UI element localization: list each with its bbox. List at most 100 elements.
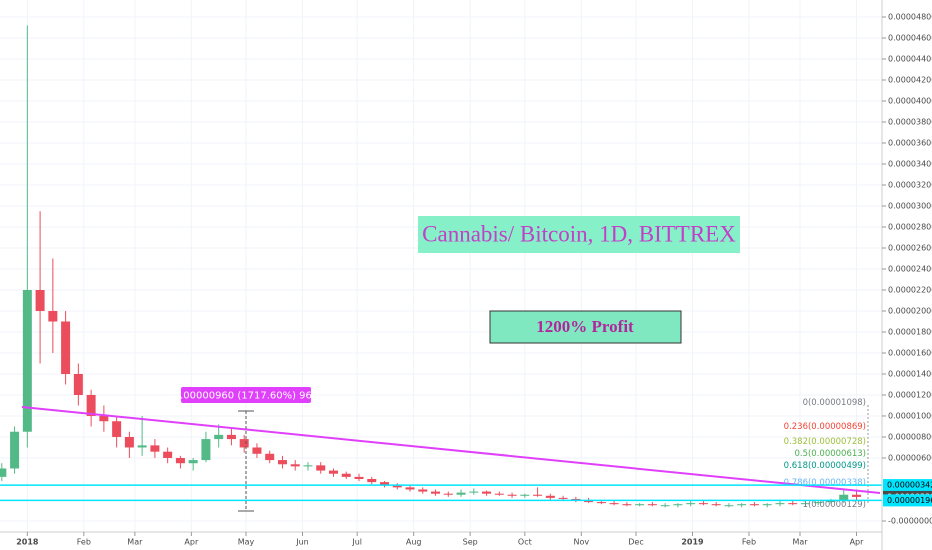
candle-body <box>749 504 759 506</box>
candle-body <box>482 491 492 494</box>
x-tick-label: 2019 <box>681 538 704 547</box>
x-tick-label: Aug <box>406 538 422 547</box>
candle-body <box>571 498 581 500</box>
y-tick-label: 0.00002200 <box>888 285 932 294</box>
candle-body <box>137 445 147 448</box>
candle-body <box>61 321 71 374</box>
x-tick-label: 2018 <box>16 538 39 547</box>
y-tick-label: 0.00002000 <box>888 306 932 315</box>
candle-body <box>188 460 198 464</box>
candles <box>0 25 861 508</box>
candle-body <box>367 478 377 483</box>
candle-body <box>443 493 453 495</box>
candle-body <box>392 485 402 488</box>
y-tick-label: 0.00001200 <box>888 390 932 399</box>
x-tick-label: Sep <box>463 538 478 547</box>
candle-body <box>762 504 772 506</box>
x-tick-label: Apr <box>184 538 199 547</box>
candle-body <box>698 503 708 505</box>
candle-body <box>175 457 185 464</box>
measure-box <box>181 387 311 403</box>
fib-label: 0.786(0.00000338) <box>784 478 866 488</box>
y-tick-label: 0.00000800 <box>888 432 932 441</box>
candle-body <box>150 445 160 452</box>
y-tick-label: 0.00004600 <box>888 34 932 43</box>
y-tick-label: 0.00003000 <box>888 201 932 210</box>
candle-body <box>239 439 249 448</box>
annotation-box <box>489 310 682 344</box>
x-tick-label: May <box>238 538 255 547</box>
candle-body <box>405 487 415 490</box>
x-tick-label: Nov <box>574 538 590 547</box>
chart-title: Cannabis/ Bitcoin, 1D, BITTREX <box>422 221 736 246</box>
overlay: 0(0.00001098) 0.236(0.00000869) 0.382(0.00… <box>0 398 882 510</box>
candle-body <box>533 494 543 496</box>
candle-body <box>163 451 173 458</box>
price-label-box <box>883 479 932 492</box>
candle-body <box>456 492 466 495</box>
candle-body <box>0 468 7 477</box>
y-tick-label: 0.00003800 <box>888 118 932 127</box>
candle-body <box>737 504 747 506</box>
measure-label: 0.00000960 (1717.60%) 960 <box>174 391 319 402</box>
y-tick-label: 0.00004200 <box>888 76 932 85</box>
y-tick-label: 0.00003600 <box>888 139 932 148</box>
candle-body <box>851 494 861 497</box>
candle-body <box>316 465 326 471</box>
fib-label: 0.382(0.00000728) <box>784 437 866 447</box>
candle-body <box>290 464 300 467</box>
candle-body <box>622 504 632 506</box>
y-tick-label: 0.00001000 <box>888 411 932 420</box>
y-tick-label: 0.00003200 <box>888 180 932 189</box>
y-tick-label: 0.00001800 <box>888 327 932 336</box>
candle-body <box>813 502 823 504</box>
candle-body <box>265 453 275 461</box>
candle-body <box>354 476 364 479</box>
x-tick-label: Dec <box>628 538 643 547</box>
candle-body <box>800 503 810 505</box>
candle-body <box>494 493 504 495</box>
annotation: 1200% Profit <box>536 317 634 336</box>
candle-body <box>635 504 645 506</box>
candle-body <box>252 447 262 454</box>
x-tick-label: Apr <box>850 538 865 547</box>
candle-body <box>86 394 96 416</box>
candle-body <box>596 502 606 504</box>
candle-body <box>660 505 670 507</box>
y-tick-label: 0.00004400 <box>888 55 932 64</box>
x-tick-label: Mar <box>127 538 143 547</box>
candle-body <box>35 289 45 311</box>
price-label: 0.00000196 <box>887 496 932 505</box>
candle-body <box>201 439 211 461</box>
candle-body <box>124 436 134 448</box>
x-tick-label: Feb <box>742 538 756 547</box>
x-tick-label: Jul <box>351 538 362 547</box>
y-tick-label: 0.00002400 <box>888 264 932 273</box>
title-box <box>418 216 740 253</box>
candle-body <box>469 491 479 493</box>
candle-body <box>775 503 785 505</box>
x-tick-label: Mar <box>792 538 808 547</box>
y-tick-label: 0.00002800 <box>888 222 932 231</box>
grid <box>0 0 882 532</box>
candle-body <box>545 495 555 498</box>
fib-label: 0.618(0.00000499) <box>784 461 866 471</box>
y-tick-label: 0.00000600 <box>888 453 932 462</box>
y-tick-label: 0.00004800 <box>888 13 932 22</box>
fib-label: 0.5(0.00000613) <box>794 449 866 459</box>
candle-body <box>226 434 236 440</box>
candle-body <box>214 434 224 440</box>
fib-label: 1(0.00000129) <box>803 500 866 510</box>
candle-body <box>647 504 657 506</box>
candle-body <box>10 431 20 469</box>
candle-body <box>724 505 734 507</box>
y-tick-label: 0.00003400 <box>888 159 932 168</box>
candle-body <box>520 494 530 496</box>
candle-body <box>609 503 619 505</box>
fib-label: 0(0.00001098) <box>803 398 866 408</box>
price-label-box <box>883 494 932 507</box>
candle-body <box>48 310 58 322</box>
candle-body <box>839 494 849 502</box>
candle-body <box>711 504 721 506</box>
